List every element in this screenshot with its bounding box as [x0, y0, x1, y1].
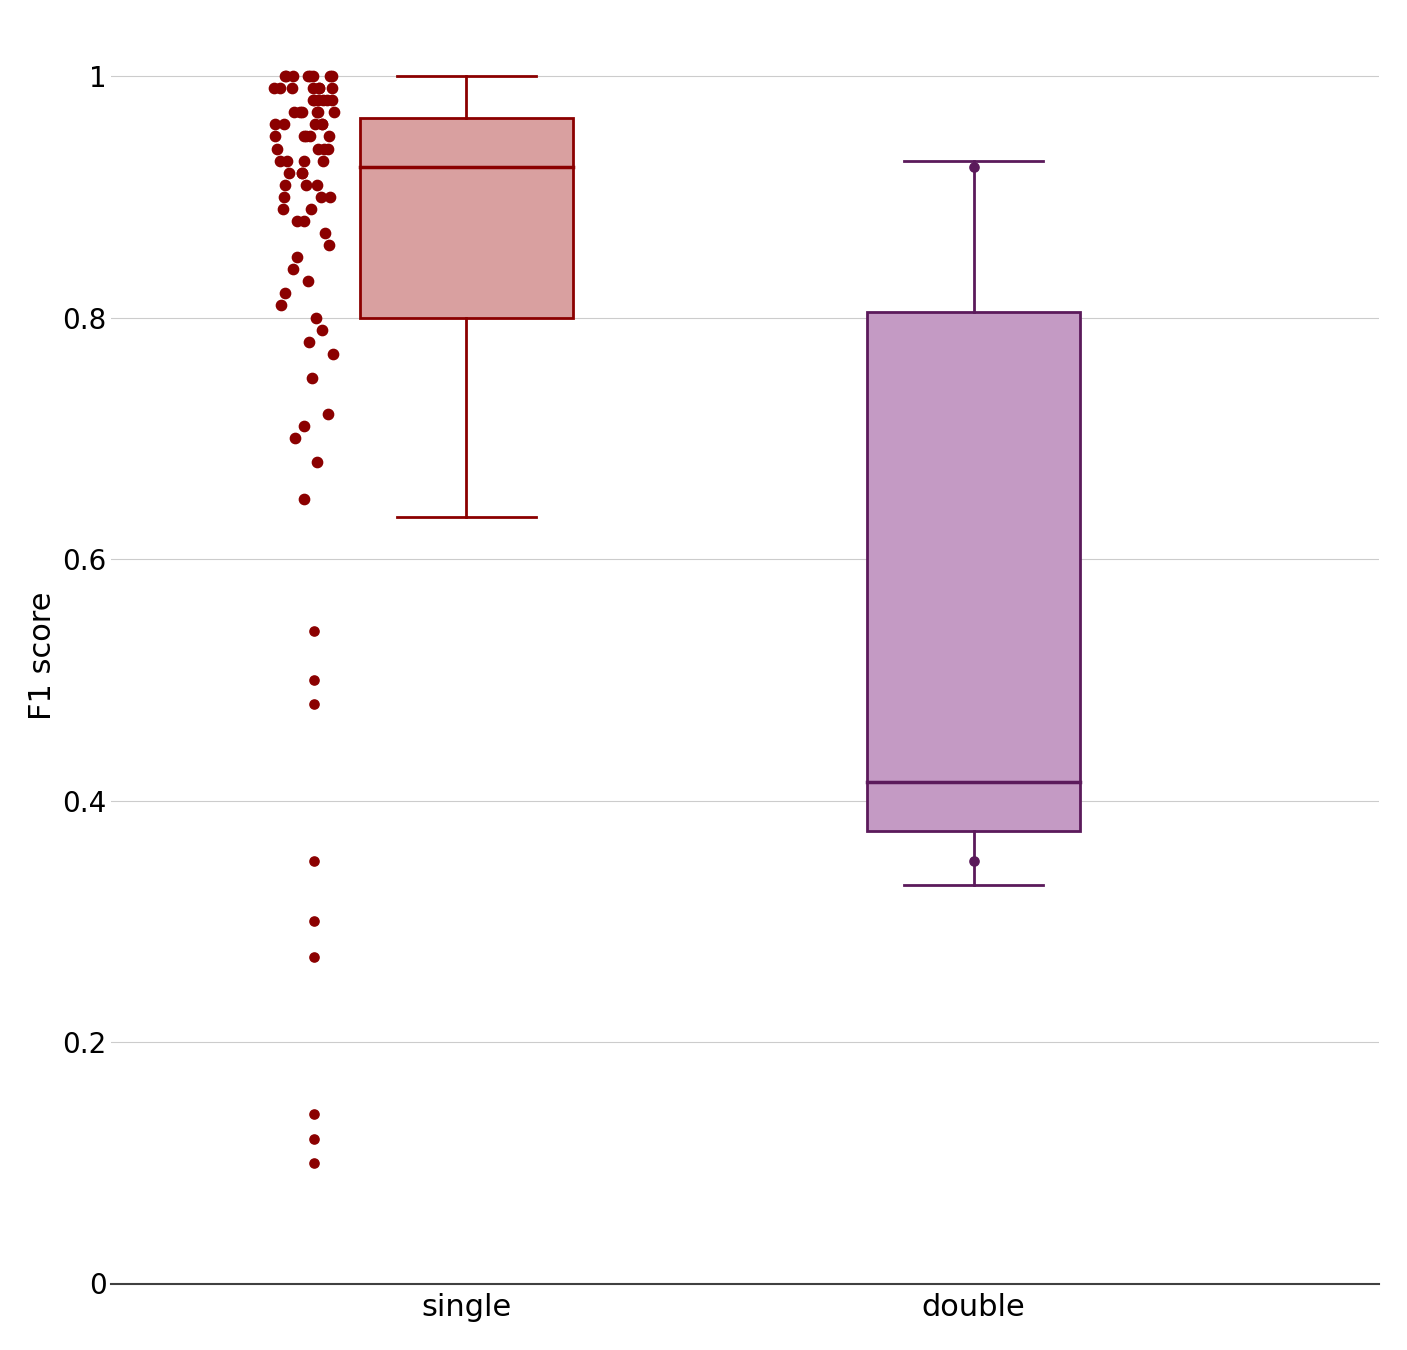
Point	[273, 113, 295, 135]
Point	[290, 162, 312, 184]
Point	[274, 65, 297, 86]
Point	[303, 850, 325, 872]
Point	[307, 138, 329, 159]
Point	[305, 452, 328, 474]
Point	[311, 113, 333, 135]
Point	[303, 65, 325, 86]
Point	[310, 186, 332, 208]
Point	[283, 101, 305, 123]
Point	[273, 174, 295, 196]
FancyBboxPatch shape	[360, 119, 573, 317]
Point	[304, 113, 326, 135]
Point	[312, 138, 335, 159]
Point	[298, 126, 321, 147]
Point	[269, 150, 291, 171]
Point	[303, 621, 325, 643]
Point	[300, 198, 322, 220]
Point	[270, 294, 293, 316]
Point	[321, 77, 343, 99]
Point	[318, 235, 340, 256]
Point	[280, 77, 303, 99]
Point	[304, 306, 326, 328]
Point	[324, 101, 346, 123]
Point	[321, 89, 343, 111]
Point	[307, 89, 329, 111]
Point	[303, 670, 325, 691]
Point	[269, 77, 291, 99]
Point	[321, 65, 343, 86]
Point	[293, 126, 315, 147]
Point	[298, 65, 321, 86]
Point	[291, 162, 314, 184]
Point	[265, 126, 287, 147]
Point	[286, 211, 308, 232]
Point	[297, 270, 319, 292]
Point	[266, 138, 288, 159]
Point	[297, 331, 319, 352]
Point	[317, 138, 339, 159]
Point	[312, 89, 335, 111]
Point	[291, 101, 314, 123]
Point	[962, 850, 985, 872]
Point	[303, 1152, 325, 1173]
Point	[303, 946, 325, 968]
Point	[308, 77, 331, 99]
Point	[274, 282, 297, 304]
Point	[962, 155, 985, 177]
Point	[290, 101, 312, 123]
Point	[297, 65, 319, 86]
Point	[263, 77, 286, 99]
Point	[293, 150, 315, 171]
Point	[303, 693, 325, 714]
Point	[293, 416, 315, 437]
Point	[272, 198, 294, 220]
Point	[273, 65, 295, 86]
Point	[307, 101, 329, 123]
Point	[305, 174, 328, 196]
Point	[303, 89, 325, 111]
Point	[303, 1104, 325, 1126]
Point	[315, 89, 338, 111]
Point	[301, 367, 324, 389]
Point	[311, 113, 333, 135]
Point	[276, 150, 298, 171]
Point	[303, 77, 325, 99]
Point	[319, 65, 342, 86]
Point	[293, 487, 315, 509]
Point	[314, 223, 336, 244]
FancyBboxPatch shape	[867, 312, 1081, 830]
Point	[312, 150, 335, 171]
Point	[295, 174, 318, 196]
Point	[284, 428, 307, 450]
Point	[293, 211, 315, 232]
Point	[279, 162, 301, 184]
Point	[286, 247, 308, 269]
Point	[281, 65, 304, 86]
Point	[273, 186, 295, 208]
Point	[281, 258, 304, 279]
Point	[322, 343, 345, 364]
Point	[307, 101, 329, 123]
Point	[311, 319, 333, 340]
Point	[308, 77, 331, 99]
Point	[319, 186, 342, 208]
Point	[303, 910, 325, 932]
Point	[265, 113, 287, 135]
Y-axis label: F1 score: F1 score	[28, 591, 56, 720]
Point	[294, 126, 317, 147]
Point	[301, 89, 324, 111]
Point	[318, 126, 340, 147]
Point	[303, 1127, 325, 1149]
Point	[317, 404, 339, 425]
